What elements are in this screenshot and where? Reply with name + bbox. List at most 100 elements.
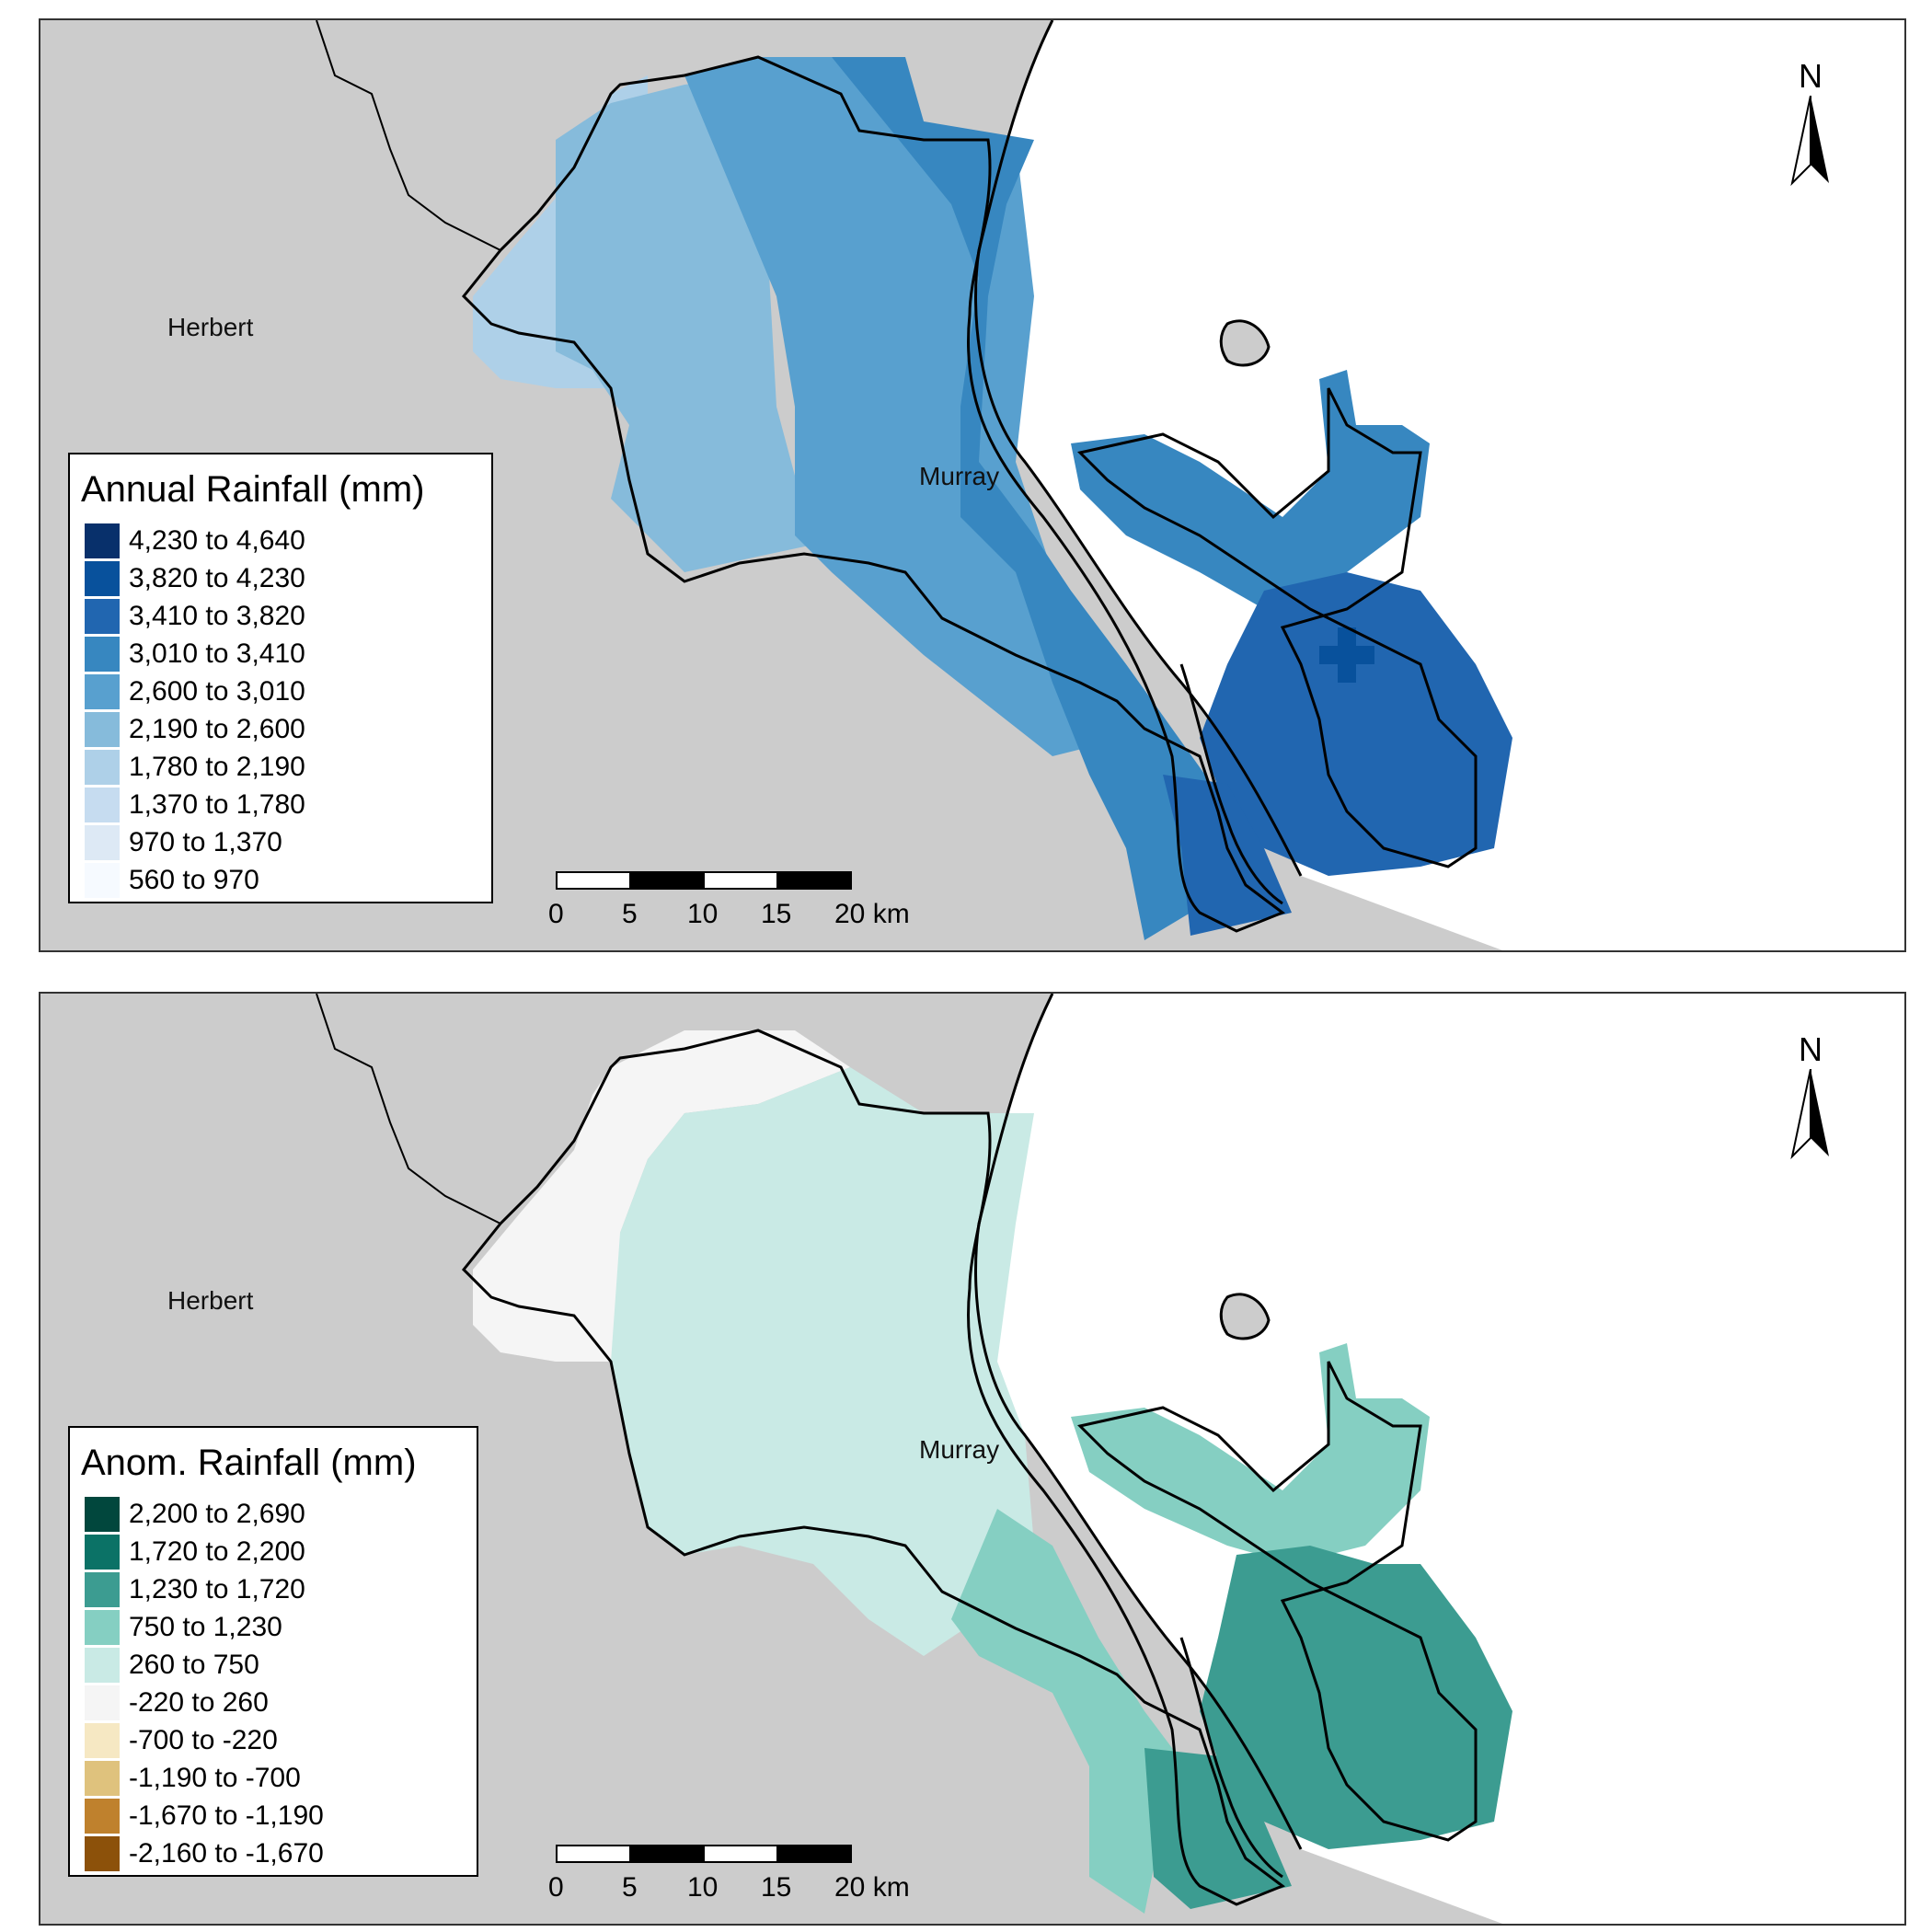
catchment-boundary-east	[1077, 387, 1478, 868]
north-label: N	[1799, 1030, 1823, 1068]
legend: Anom. Rainfall (mm) 2,200 to 2,690 1,720 …	[68, 1426, 478, 1877]
legend-item: -1,670 to -1,190	[85, 1797, 477, 1834]
scale-tick: 20 km	[834, 899, 910, 929]
coastline	[974, 20, 1303, 877]
legend-label: -700 to -220	[129, 1724, 278, 1755]
anomaly-rainfall-map-panel: Herbert Murray N 0 5 10 15 20 km Anom. R…	[39, 992, 1906, 1926]
legend-label: 1,370 to 1,780	[129, 788, 305, 820]
legend-swatch	[85, 1835, 120, 1871]
legend-label: 750 to 1,230	[129, 1611, 282, 1642]
catchment-boundary	[461, 1029, 1286, 1906]
north-arrow-icon	[1790, 95, 1829, 187]
legend-label: 4,230 to 4,640	[129, 524, 305, 556]
legend-title: Annual Rainfall (mm)	[81, 469, 425, 510]
scale-tick: 20 km	[834, 1872, 910, 1903]
legend-item: 4,230 to 4,640	[85, 522, 491, 559]
scale-tick: 0	[548, 1872, 564, 1903]
scale-segment	[556, 1845, 631, 1863]
scale-segment	[776, 1845, 852, 1863]
legend-swatch	[85, 560, 120, 596]
legend-label: -2,160 to -1,670	[129, 1837, 324, 1869]
catchment-shading	[473, 57, 1512, 940]
island	[1219, 319, 1271, 367]
legend-label: 1,720 to 2,200	[129, 1535, 305, 1567]
place-label-herbert: Herbert	[167, 1286, 254, 1315]
place-label-murray: Murray	[919, 1435, 1000, 1464]
legend-label: 970 to 1,370	[129, 826, 282, 857]
legend-item: 560 to 970	[85, 861, 491, 899]
legend-items: 4,230 to 4,640 3,820 to 4,230 3,410 to 3,8…	[85, 522, 491, 899]
scale-segment	[776, 871, 852, 890]
legend-label: -1,670 to -1,190	[129, 1800, 324, 1831]
legend-label: 1,780 to 2,190	[129, 751, 305, 782]
legend-label: -220 to 260	[129, 1686, 269, 1718]
legend-swatch	[85, 1760, 120, 1796]
legend-item: 260 to 750	[85, 1646, 477, 1684]
legend-swatch	[85, 711, 120, 747]
legend-swatch	[85, 1609, 120, 1645]
coastline	[974, 994, 1303, 1850]
legend-item: 2,190 to 2,600	[85, 710, 491, 748]
scale-bar: 0 5 10 15 20 km	[548, 871, 910, 945]
place-label-herbert: Herbert	[167, 313, 254, 341]
scale-tick: 0	[548, 899, 564, 929]
legend-label: 2,190 to 2,600	[129, 713, 305, 744]
legend-swatch	[85, 1571, 120, 1607]
scale-segment	[556, 871, 631, 890]
legend-label: 1,230 to 1,720	[129, 1573, 305, 1604]
scale-tick: 10	[687, 1872, 719, 1903]
legend-label: 560 to 970	[129, 864, 259, 895]
scale-tick: 5	[622, 1872, 638, 1903]
legend-label: 2,200 to 2,690	[129, 1498, 305, 1529]
scale-tick: 5	[622, 899, 638, 929]
legend-items: 2,200 to 2,690 1,720 to 2,200 1,230 to 1,7…	[85, 1495, 477, 1872]
legend-item: 2,600 to 3,010	[85, 673, 491, 710]
legend-item: -1,190 to -700	[85, 1759, 477, 1797]
legend-swatch	[85, 523, 120, 558]
legend-swatch	[85, 673, 120, 709]
legend-swatch	[85, 1534, 120, 1570]
state-border	[316, 20, 501, 251]
scale-segment	[629, 1845, 705, 1863]
north-arrow-icon	[1790, 1068, 1829, 1160]
legend-label: -1,190 to -700	[129, 1762, 301, 1793]
catchment-boundary	[461, 55, 1286, 933]
place-label-murray: Murray	[919, 462, 1000, 490]
legend-swatch	[85, 824, 120, 860]
legend-item: -2,160 to -1,670	[85, 1834, 477, 1872]
legend-item: 1,720 to 2,200	[85, 1533, 477, 1570]
north-label: N	[1799, 57, 1823, 95]
scale-segment	[703, 1845, 778, 1863]
legend: Annual Rainfall (mm) 4,230 to 4,640 3,820…	[68, 453, 493, 903]
legend-item: 750 to 1,230	[85, 1608, 477, 1646]
legend-item: 1,780 to 2,190	[85, 748, 491, 786]
legend-label: 3,010 to 3,410	[129, 638, 305, 669]
legend-swatch	[85, 749, 120, 785]
north-arrow: N	[1783, 57, 1838, 192]
legend-item: -220 to 260	[85, 1684, 477, 1721]
legend-swatch	[85, 787, 120, 822]
legend-item: 3,820 to 4,230	[85, 559, 491, 597]
legend-label: 260 to 750	[129, 1649, 259, 1680]
legend-swatch	[85, 1685, 120, 1720]
annual-rainfall-map-panel: Herbert Murray N 0 5 10 15 20 km Annual …	[39, 18, 1906, 952]
scale-segment	[629, 871, 705, 890]
legend-swatch	[85, 1496, 120, 1532]
legend-title: Anom. Rainfall (mm)	[81, 1443, 417, 1483]
river	[1179, 1637, 1283, 1879]
north-arrow: N	[1783, 1030, 1838, 1166]
legend-item: -700 to -220	[85, 1721, 477, 1759]
legend-swatch	[85, 1798, 120, 1834]
legend-swatch	[85, 862, 120, 898]
catchment-boundary-east	[1077, 1361, 1478, 1842]
legend-item: 1,230 to 1,720	[85, 1570, 477, 1608]
scale-tick: 15	[761, 1872, 792, 1903]
scale-tick: 10	[687, 899, 719, 929]
legend-item: 970 to 1,370	[85, 823, 491, 861]
legend-label: 3,410 to 3,820	[129, 600, 305, 631]
legend-swatch	[85, 1647, 120, 1683]
island	[1219, 1293, 1271, 1340]
legend-label: 3,820 to 4,230	[129, 562, 305, 593]
scale-segment	[703, 871, 778, 890]
legend-label: 2,600 to 3,010	[129, 675, 305, 707]
